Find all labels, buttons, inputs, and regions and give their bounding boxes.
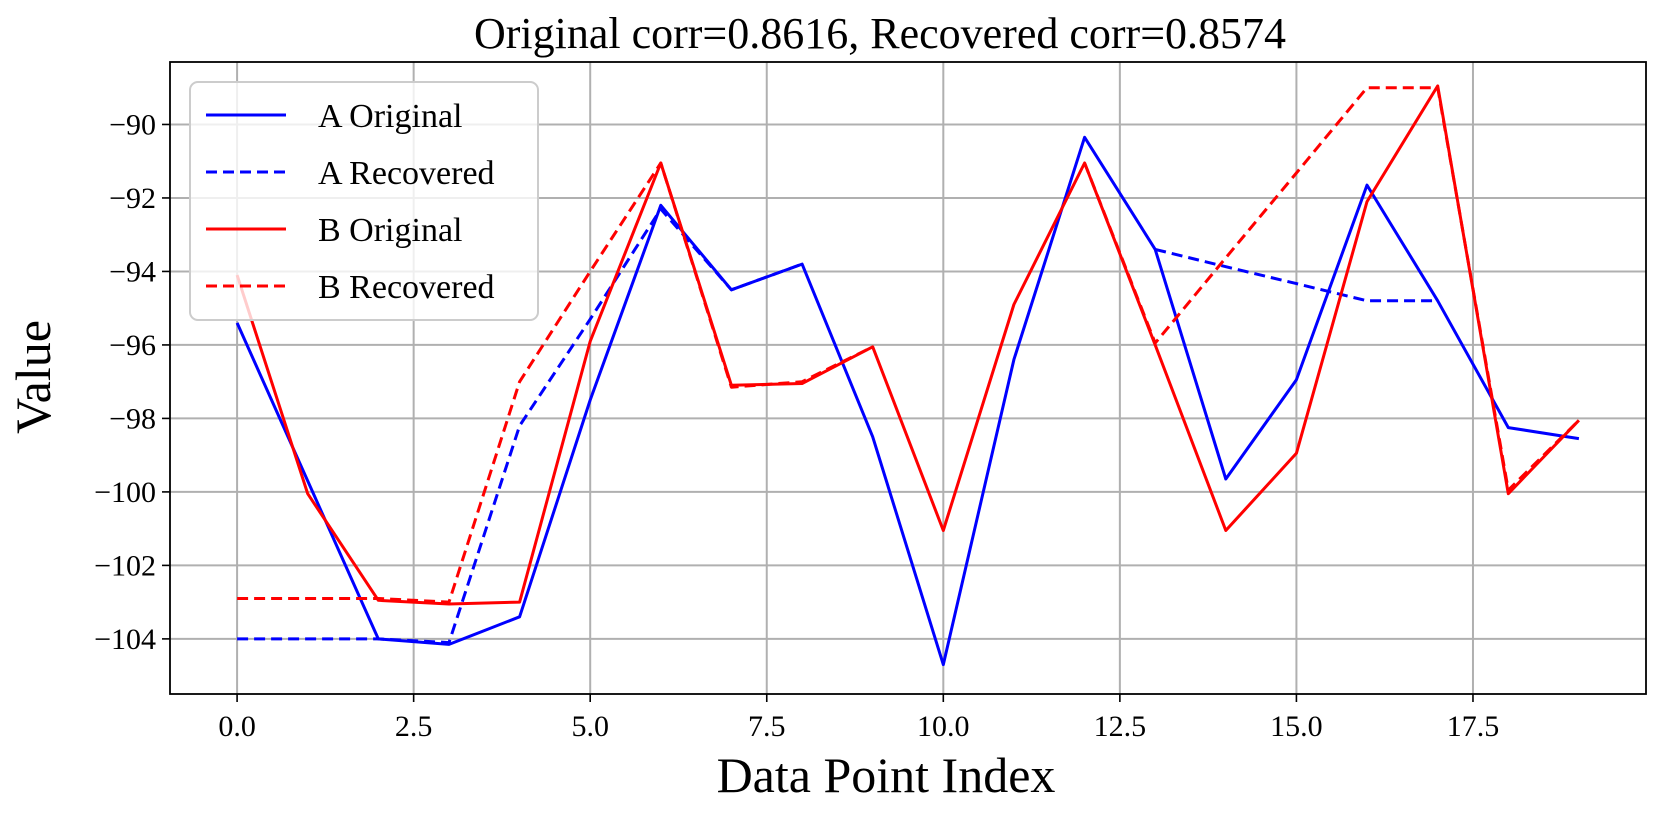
x-tick-label: 15.0 bbox=[1270, 710, 1323, 743]
x-tick-label: 5.0 bbox=[571, 710, 609, 743]
y-tick-label: −96 bbox=[109, 329, 156, 362]
x-tick-label: 2.5 bbox=[395, 710, 433, 743]
x-axis-label: Data Point Index bbox=[717, 747, 1056, 803]
ticks: 0.0 2.5 5.0 7.5 10.0 12.5 15.0 17.5 −104 −102 −100… bbox=[94, 108, 1499, 743]
y-axis-label: Value bbox=[5, 320, 61, 434]
chart-title: Original corr=0.8616, Recovered corr=0.8… bbox=[474, 9, 1286, 58]
y-tick-label: −100 bbox=[94, 476, 156, 509]
y-tick-label: −104 bbox=[94, 623, 156, 656]
series-lines bbox=[235, 84, 1580, 667]
y-tick-label: −102 bbox=[94, 549, 156, 582]
legend: A Original A Recovered B Original B Recover… bbox=[189, 81, 539, 321]
y-tick-label: −94 bbox=[109, 255, 156, 288]
y-tick-label: −98 bbox=[109, 402, 156, 435]
series-line-b-recovered bbox=[237, 86, 1580, 604]
x-tick-label: 10.0 bbox=[917, 710, 970, 743]
legend-label-b-original: B Original bbox=[318, 212, 462, 249]
x-tick-label: 12.5 bbox=[1094, 710, 1147, 743]
legend-label-a-recovered: A Recovered bbox=[318, 155, 495, 192]
series-line-b-original bbox=[235, 84, 1580, 606]
legend-box bbox=[189, 81, 539, 321]
plot-frame bbox=[169, 61, 1647, 695]
series-line-a-recovered bbox=[237, 207, 1438, 645]
legend-label-a-original: A Original bbox=[318, 98, 462, 135]
y-tick-label: −90 bbox=[109, 108, 156, 141]
y-tick-label: −92 bbox=[109, 182, 156, 215]
x-tick-label: 0.0 bbox=[218, 710, 256, 743]
legend-label-b-recovered: B Recovered bbox=[318, 269, 495, 306]
series-line-a-original bbox=[235, 135, 1580, 667]
x-tick-label: 7.5 bbox=[748, 710, 786, 743]
x-tick-label: 17.5 bbox=[1447, 710, 1500, 743]
